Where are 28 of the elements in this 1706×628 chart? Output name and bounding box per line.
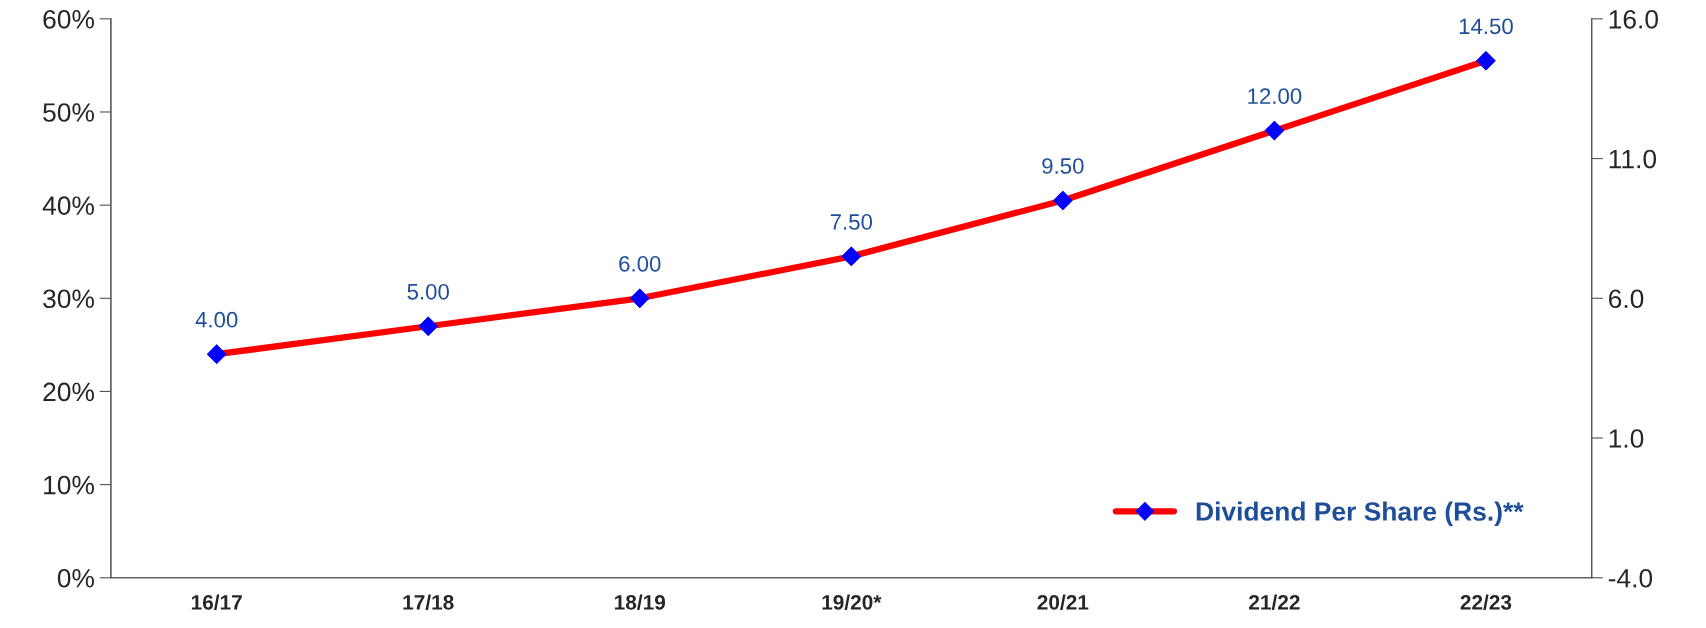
x-tick-label: 16/17 [191,594,242,610]
data-label: 12.00 [1248,88,1302,105]
y-tick-label: 40% [42,196,94,215]
point [1053,190,1073,211]
y2-tick-label: -4.0 [1608,568,1653,588]
y-tick-label: 0% [57,568,94,588]
y-tick-label: 10% [44,475,94,495]
x-tick-label: 19/20* [822,594,882,610]
data-label: 7.50 [830,214,873,230]
y2-tick-label: 6.0 [1609,289,1644,309]
y-tick-label: 50% [43,103,94,122]
y-tick-label: 30% [43,289,94,309]
y2-tick-label: 16.0 [1609,9,1658,29]
y2-tick-label: 1.0 [1609,429,1644,448]
y-tick-label: 20% [43,382,94,402]
x-tick-label: 18/19 [615,594,666,610]
data-label: 14.50 [1459,18,1513,35]
data-label: 6.00 [619,255,661,272]
data-label: 5.00 [407,283,449,300]
y2-tick-label: 11.0 [1609,149,1657,169]
x-tick-label: 21/22 [1249,594,1300,610]
x-tick-label: 20/21 [1037,594,1089,610]
legend-label: Dividend Per Share (Rs.)** [1196,501,1524,527]
y-tick-label: 60% [43,9,94,29]
x-tick-label: 17/18 [403,594,454,610]
data-label: 4.00 [195,311,238,328]
data-label: 9.50 [1042,158,1084,174]
x-tick-label: 22/23 [1460,594,1512,610]
